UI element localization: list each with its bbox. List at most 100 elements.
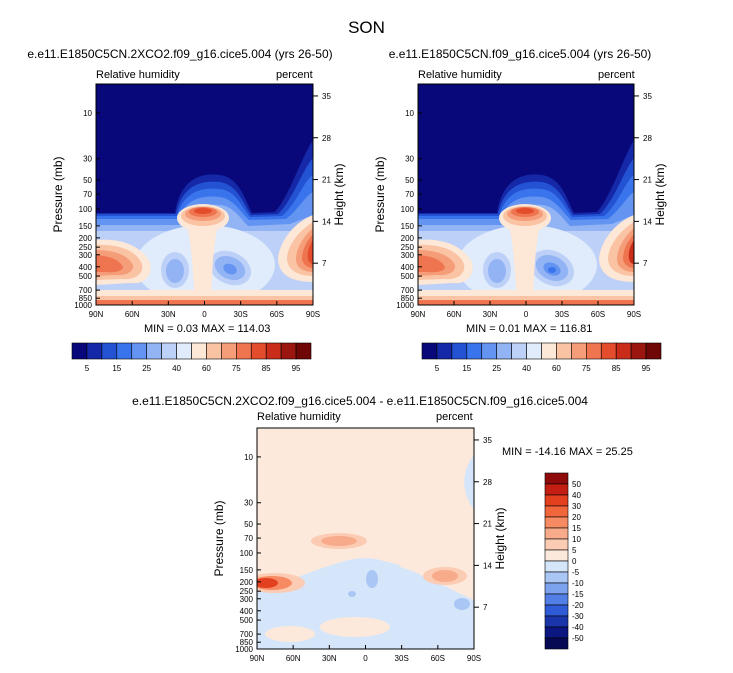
pressure-tick-label: 10 [244,453,253,462]
colorbar-label: 15 [572,524,581,533]
x-tick-label: 30N [161,310,176,319]
figure-title: SON [348,18,385,37]
pressure-tick-label: 500 [401,272,415,281]
y-axis-label-left: Pressure (mb) [212,500,226,576]
colorbar-label: -5 [572,568,580,577]
colorbar-label: 25 [492,364,501,373]
panel-1-stats: MIN = 0.03 MAX = 114.03 [144,323,271,335]
colorbar-label: 40 [522,364,531,373]
colorbar-box [191,342,207,360]
y-axis-label-right: Height (km) [493,507,507,569]
colorbar-box [295,342,312,360]
pressure-tick-label: 250 [79,243,93,252]
colorbar-box [265,342,282,360]
colorbar-box [161,342,177,360]
pressure-tick-label: 850 [401,294,415,303]
height-tick-label: 21 [483,520,492,529]
x-tick-label: 90S [306,310,320,319]
x-tick-label: 60N [447,310,462,319]
x-tick-label: 60N [125,310,140,319]
colorbar-label: 75 [582,364,591,373]
pressure-tick-label: 1000 [235,645,253,654]
x-tick-label: 30S [395,654,409,663]
colorbar-box [544,626,569,639]
colorbar-label: 60 [202,364,211,373]
colorbar-box [511,342,527,360]
pressure-tick-label: 10 [405,109,414,118]
pressure-tick-label: 300 [401,251,415,260]
pressure-tick-label: 200 [240,578,254,587]
y-axis-label-right: Height (km) [653,163,667,225]
pressure-tick-label: 50 [405,176,414,185]
height-tick-label: 35 [643,92,652,101]
colorbar-box [544,527,569,540]
colorbar-box [645,342,662,360]
panel-2-stats: MIN = 0.01 MAX = 116.81 [466,323,593,335]
colorbar-label: 0 [572,557,577,566]
colorbar-box [544,604,569,617]
pressure-tick-label: 250 [240,587,254,596]
colorbar-label: 30 [572,502,581,511]
panel-3-left-label: Relative humidity [257,411,341,423]
height-tick-label: 21 [322,176,331,185]
pressure-tick-label: 700 [79,286,93,295]
height-tick-label: 14 [322,217,331,226]
pressure-tick-label: 150 [401,222,415,231]
colorbar-box [571,342,587,360]
height-tick-label: 35 [322,92,331,101]
colorbar-label: -20 [572,601,584,610]
pressure-tick-label: 70 [83,190,92,199]
x-tick-label: 60S [431,654,445,663]
pressure-tick-label: 700 [401,286,415,295]
panel-2-title: e.e11.E1850C5CN.f09_g16.cice5.004 (yrs 2… [388,47,652,61]
pressure-tick-label: 30 [83,155,92,164]
x-tick-label: 0 [524,310,529,319]
pressure-tick-label: 1000 [74,301,92,310]
colorbar-box [436,342,453,360]
colorbar-label: 95 [642,364,651,373]
panel-2-field [418,84,634,305]
pressure-tick-label: 30 [405,155,414,164]
colorbar-label: 5 [85,364,90,373]
height-tick-label: 14 [643,217,652,226]
pressure-tick-label: 70 [405,190,414,199]
colorbar-box [544,582,569,595]
panel-2-left-label: Relative humidity [418,69,502,81]
y-axis-label-right: Height (km) [332,163,346,225]
panel-2-right-label: percent [598,69,635,81]
colorbar-box [466,342,483,360]
pressure-tick-label: 100 [401,205,415,214]
panel-1-left-label: Relative humidity [96,69,180,81]
colorbar-box [451,342,468,360]
height-tick-label: 28 [483,478,492,487]
pressure-tick-label: 100 [240,549,254,558]
height-tick-label: 7 [322,259,327,268]
colorbar-label: 15 [112,364,121,373]
colorbar-label: 20 [572,513,581,522]
pressure-tick-label: 150 [79,222,93,231]
colorbar-label: 85 [262,364,271,373]
height-tick-label: 35 [483,436,492,445]
colorbar-label: 5 [435,364,440,373]
panel-3-stats: MIN = -14.16 MAX = 25.25 [502,446,633,458]
x-tick-label: 90S [467,654,481,663]
x-tick-label: 60S [591,310,605,319]
pressure-tick-label: 30 [244,499,253,508]
height-tick-label: 7 [483,603,488,612]
colorbar-box [544,593,569,606]
pressure-tick-label: 400 [401,263,415,272]
colorbar-box [481,342,497,360]
height-tick-label: 14 [483,561,492,570]
colorbar-label: -15 [572,590,584,599]
colorbar-box [586,342,602,360]
colorbar-box [131,342,147,360]
x-tick-label: 90N [250,654,265,663]
colorbar-box [556,342,572,360]
pressure-tick-label: 850 [240,638,254,647]
pressure-tick-label: 200 [401,234,415,243]
x-tick-label: 90N [411,310,426,319]
panel-3-title: e.e11.E1850C5CN.2XCO2.f09_g16.cice5.004 … [132,394,588,408]
pressure-tick-label: 400 [79,263,93,272]
colorbar-box [250,342,267,360]
colorbar-box [236,342,252,360]
